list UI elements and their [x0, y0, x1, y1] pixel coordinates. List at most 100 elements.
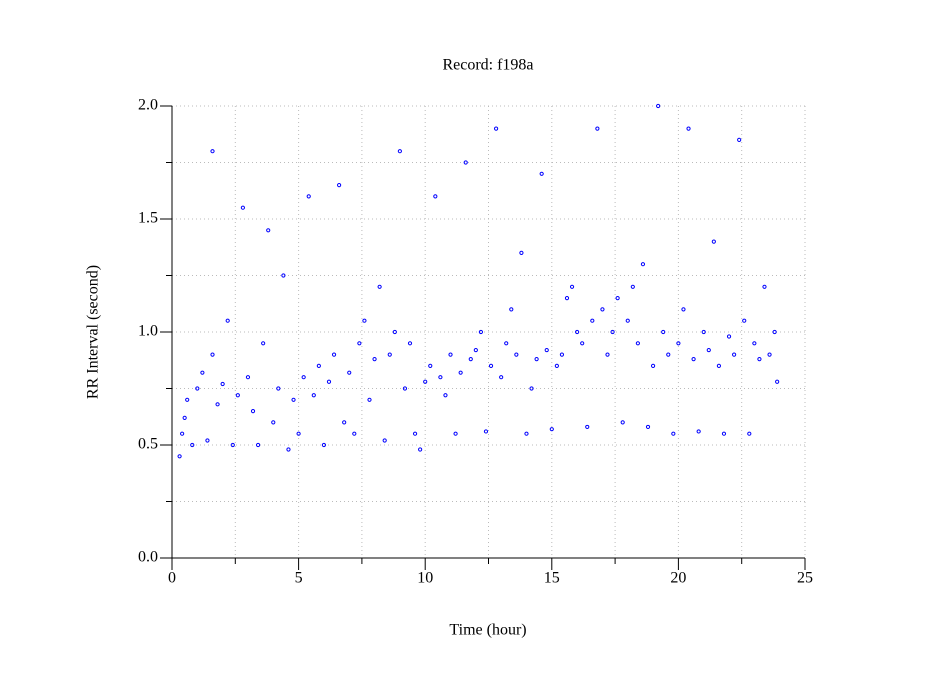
point	[195, 386, 200, 391]
x-tick-label: 20	[670, 570, 686, 587]
point	[352, 431, 357, 436]
point	[524, 431, 529, 436]
point	[423, 379, 428, 384]
point	[316, 363, 321, 368]
point	[205, 438, 210, 443]
point	[549, 427, 554, 432]
point	[180, 431, 185, 436]
point	[458, 370, 463, 375]
point	[605, 352, 610, 357]
x-axis-label: Time (hour)	[449, 622, 526, 639]
point	[559, 352, 565, 357]
point	[392, 329, 397, 335]
point	[261, 341, 266, 346]
point	[493, 126, 499, 131]
point	[382, 438, 387, 443]
point	[418, 447, 423, 452]
point	[240, 205, 245, 210]
point	[595, 126, 600, 131]
point	[342, 420, 347, 425]
point	[716, 363, 722, 368]
point	[468, 357, 473, 362]
y-tick-label: 2.0	[138, 97, 158, 114]
point	[635, 341, 640, 346]
point	[337, 183, 342, 188]
point	[564, 296, 570, 301]
point	[488, 363, 494, 368]
point	[726, 334, 732, 339]
point	[266, 228, 271, 233]
point	[509, 307, 514, 312]
point	[443, 393, 448, 398]
point	[610, 329, 615, 335]
point	[448, 352, 453, 357]
point	[706, 347, 711, 353]
point	[656, 103, 661, 109]
point	[661, 329, 666, 335]
point	[357, 341, 362, 346]
point	[220, 381, 225, 387]
point	[377, 284, 382, 289]
point	[210, 149, 215, 154]
point	[306, 194, 311, 199]
point	[721, 431, 727, 436]
x-tick-label: 0	[168, 570, 176, 587]
point	[554, 363, 559, 368]
point	[321, 442, 327, 448]
point	[640, 262, 646, 267]
point	[372, 357, 377, 362]
point	[367, 397, 372, 402]
point	[671, 431, 676, 436]
point	[590, 318, 595, 323]
point	[428, 363, 433, 368]
point	[271, 420, 276, 425]
point	[747, 431, 752, 436]
point	[762, 284, 767, 289]
point	[276, 386, 281, 391]
point	[433, 194, 438, 199]
point	[478, 329, 484, 335]
point	[190, 442, 195, 448]
point	[650, 363, 656, 368]
point	[711, 239, 716, 244]
point	[630, 284, 635, 289]
point	[504, 341, 509, 346]
point	[701, 329, 706, 335]
point	[544, 347, 549, 353]
y-tick-label: 1.0	[138, 323, 158, 340]
point	[230, 442, 235, 448]
point	[200, 370, 205, 375]
point	[534, 357, 539, 362]
point	[767, 352, 772, 357]
point	[402, 386, 408, 391]
point	[291, 397, 296, 402]
point	[539, 171, 544, 176]
point	[250, 409, 256, 414]
point	[296, 431, 301, 436]
point	[255, 442, 261, 448]
point	[235, 393, 240, 398]
point	[585, 424, 590, 430]
point	[514, 352, 519, 357]
point	[676, 341, 681, 346]
x-tick-label: 5	[295, 570, 303, 587]
point	[499, 375, 504, 380]
point	[473, 347, 478, 353]
point	[301, 375, 306, 380]
point	[210, 352, 215, 357]
point	[225, 318, 230, 323]
point	[438, 375, 443, 380]
point	[281, 273, 286, 278]
point	[775, 379, 780, 384]
point	[326, 379, 332, 384]
point	[575, 329, 580, 335]
point	[463, 160, 468, 165]
point	[387, 352, 392, 357]
point	[483, 429, 489, 434]
point	[412, 431, 418, 436]
point	[666, 352, 671, 357]
point	[645, 424, 651, 430]
point	[519, 250, 524, 255]
point	[529, 386, 534, 391]
